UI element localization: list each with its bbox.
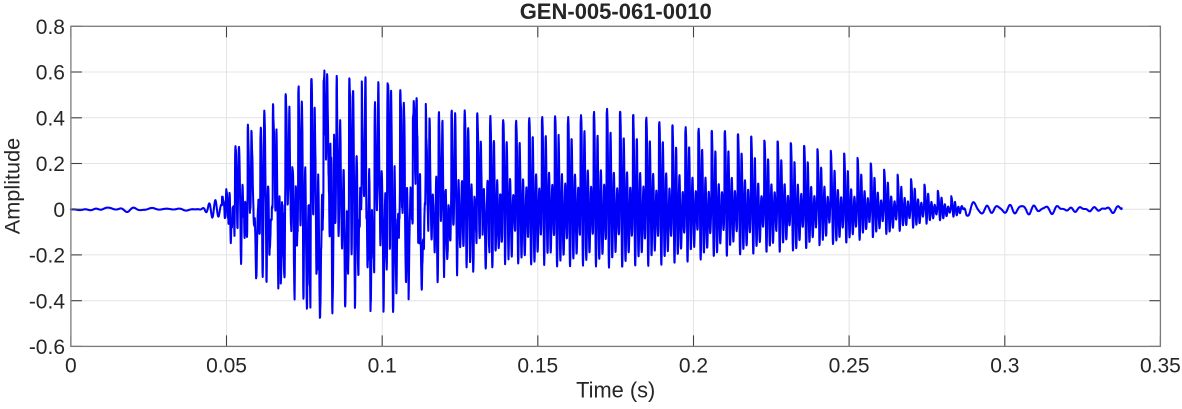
svg-text:0: 0 — [65, 355, 77, 378]
svg-text:0.2: 0.2 — [36, 153, 65, 176]
svg-text:-0.2: -0.2 — [29, 245, 65, 268]
svg-text:0: 0 — [53, 199, 65, 222]
svg-text:0.35: 0.35 — [1140, 355, 1181, 378]
svg-text:GEN-005-061-0010: GEN-005-061-0010 — [520, 0, 712, 24]
svg-text:0.25: 0.25 — [829, 355, 870, 378]
svg-text:Time (s): Time (s) — [576, 377, 655, 402]
svg-text:0.8: 0.8 — [36, 16, 65, 39]
svg-text:0.1: 0.1 — [368, 355, 397, 378]
svg-text:0.05: 0.05 — [206, 355, 247, 378]
svg-text:0.15: 0.15 — [517, 355, 558, 378]
svg-text:0.6: 0.6 — [36, 62, 65, 85]
svg-text:-0.4: -0.4 — [29, 290, 66, 313]
svg-text:0.3: 0.3 — [990, 355, 1019, 378]
svg-text:0.4: 0.4 — [36, 107, 66, 130]
svg-text:-0.6: -0.6 — [29, 336, 65, 359]
svg-text:0.2: 0.2 — [679, 355, 708, 378]
svg-text:Amplitude: Amplitude — [0, 138, 25, 234]
